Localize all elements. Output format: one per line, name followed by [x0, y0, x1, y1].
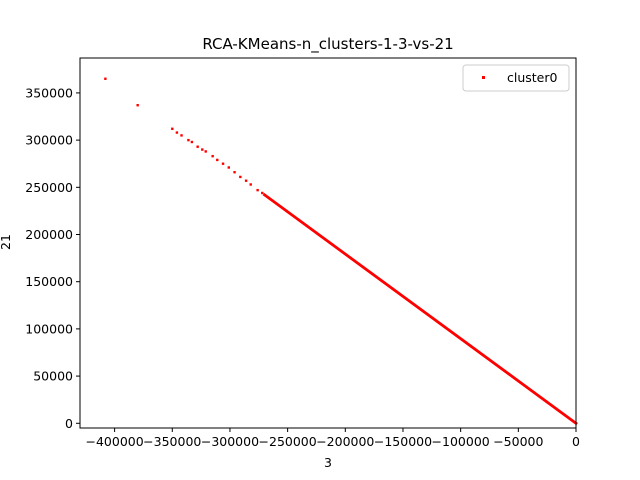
point-cluster0-3: [175, 131, 179, 134]
y-tick-label-2: 100000: [25, 321, 73, 336]
point-cluster0-19: [261, 191, 264, 195]
series-cluster0: [104, 77, 578, 426]
x-tick-label-1: −350000: [143, 434, 201, 449]
y-tick-label-5: 250000: [25, 180, 73, 195]
x-axis: −400000 −350000 −300000 −250000 −200000 −1500…: [86, 428, 580, 449]
dense-point-band: [262, 192, 578, 426]
legend: cluster0: [462, 64, 570, 92]
axes-frame: [79, 57, 577, 429]
x-tick-label-7: −50000: [493, 434, 543, 449]
point-cluster0-12: [221, 162, 225, 165]
point-cluster0-11: [216, 158, 219, 162]
chart-title: RCA-KMeans-n_clusters-1-3-vs-21: [202, 35, 453, 54]
x-tick-label-0: −400000: [86, 434, 144, 449]
x-axis-label: 3: [324, 455, 332, 470]
y-tick-label-3: 150000: [25, 274, 73, 289]
x-tick-label-4: −200000: [316, 434, 374, 449]
x-tick-label-2: −300000: [201, 434, 259, 449]
x-tick-label-3: −250000: [259, 434, 317, 449]
point-cluster0-0: [104, 77, 107, 80]
point-cluster0-2: [171, 127, 174, 130]
point-cluster0-6: [190, 140, 194, 144]
point-cluster0-14: [233, 171, 236, 174]
plot-area: [79, 57, 578, 429]
point-cluster0-10: [211, 154, 214, 158]
y-axis: 0 50000 100000 150000 200000 250000 300000 3500…: [25, 85, 80, 431]
x-tick-label-5: −150000: [374, 434, 432, 449]
point-cluster0-7: [196, 145, 199, 148]
y-axis-label: 21: [0, 234, 13, 250]
x-tick-label-8: 0: [572, 434, 580, 449]
legend-marker-cluster0: [482, 76, 485, 79]
y-tick-label-0: 0: [65, 416, 73, 431]
point-cluster0-13: [227, 166, 230, 169]
point-cluster0-5: [187, 138, 190, 142]
y-tick-label-6: 300000: [25, 133, 73, 148]
point-cluster0-18: [256, 188, 259, 192]
y-tick-label-7: 350000: [25, 85, 73, 100]
y-tick-label-1: 50000: [33, 369, 73, 384]
point-cluster0-4: [180, 134, 183, 137]
point-cluster0-15: [239, 175, 242, 179]
point-cluster0-8: [201, 148, 204, 151]
point-cluster0-16: [244, 179, 248, 182]
point-cluster0-17: [249, 183, 252, 186]
y-tick-label-4: 200000: [25, 227, 73, 242]
point-cluster0-9: [204, 150, 207, 153]
legend-box: [462, 64, 570, 92]
point-cluster0-1: [136, 103, 139, 107]
legend-label-cluster0: cluster0: [507, 70, 558, 85]
x-tick-label-6: −100000: [432, 434, 490, 449]
